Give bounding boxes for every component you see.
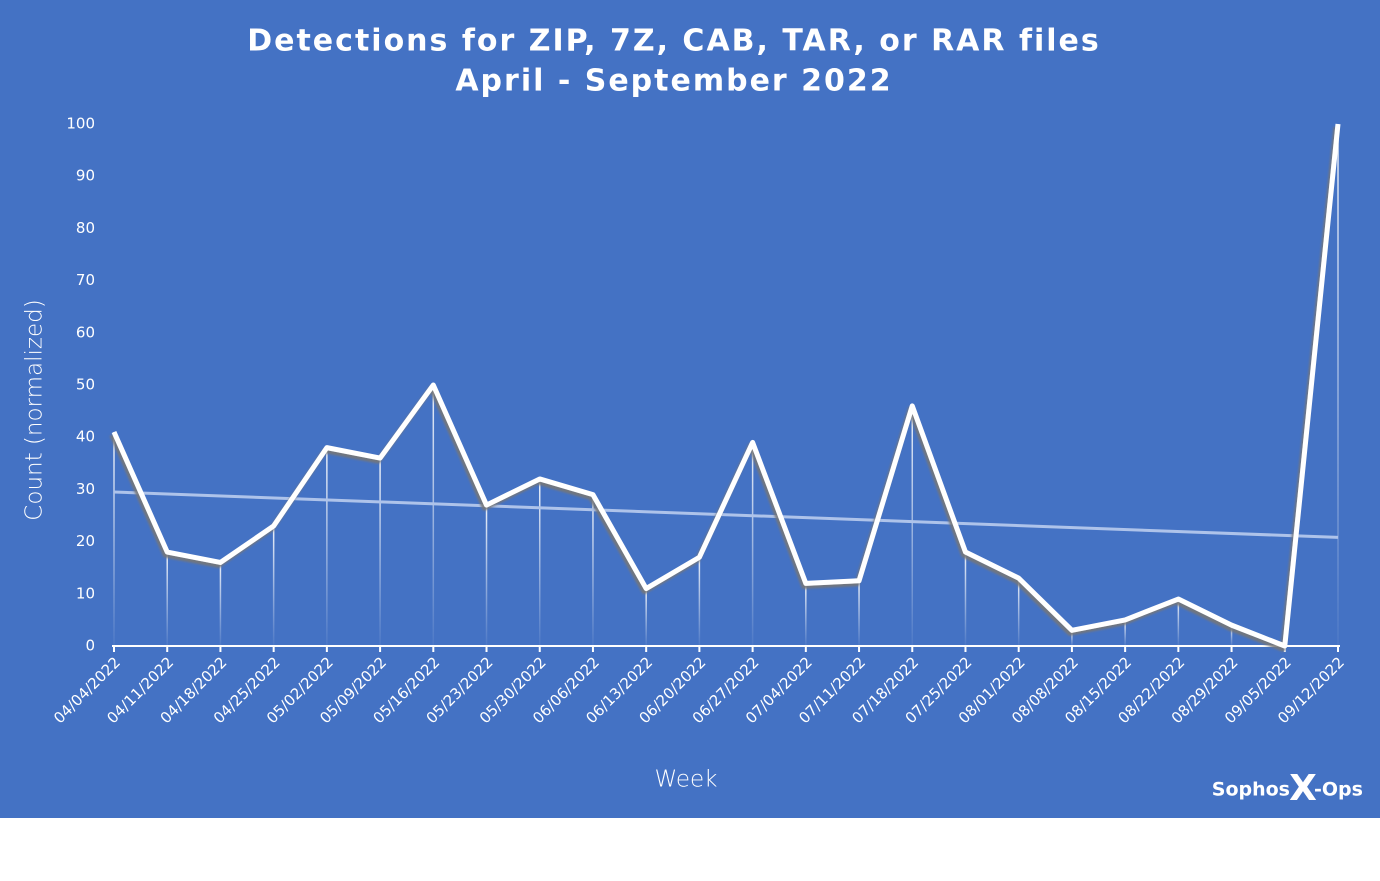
- drop-line: [752, 442, 754, 646]
- y-tick-label: 70: [76, 271, 95, 289]
- drop-line: [379, 458, 381, 646]
- logo-text: -Ops: [1314, 779, 1363, 801]
- y-tick-label: 10: [76, 584, 95, 602]
- y-tick-label: 60: [76, 323, 95, 341]
- y-tick-label: 0: [85, 637, 95, 655]
- drop-line: [699, 557, 701, 646]
- drop-line: [805, 583, 807, 646]
- drop-line: [273, 526, 275, 646]
- drop-line: [220, 562, 222, 646]
- drop-line: [965, 552, 967, 646]
- chart-title: Detections for ZIP, 7Z, CAB, TAR, or RAR…: [247, 24, 1101, 59]
- drop-line: [113, 432, 115, 646]
- drop-line: [858, 581, 860, 646]
- chart-subtitle: April - September 2022: [455, 64, 892, 99]
- y-tick-label: 80: [76, 219, 95, 237]
- drop-line: [1018, 578, 1020, 646]
- logo-x: X: [1289, 768, 1317, 809]
- drop-line: [1337, 124, 1339, 646]
- y-tick-label: 90: [76, 167, 95, 185]
- drop-line: [486, 505, 488, 646]
- x-axis-label: Week: [654, 767, 717, 793]
- y-tick-label: 100: [66, 115, 95, 133]
- drop-line: [912, 406, 914, 646]
- y-tick-label: 30: [76, 480, 95, 498]
- drop-line: [326, 448, 328, 646]
- logo-text: Sophos: [1212, 779, 1290, 801]
- drop-line: [592, 495, 594, 646]
- background: [0, 0, 1380, 818]
- drop-line: [539, 479, 541, 646]
- drop-line: [433, 385, 435, 646]
- y-axis-label: Count (normalized): [22, 299, 48, 520]
- y-tick-label: 40: [76, 428, 95, 446]
- drop-line: [645, 589, 647, 646]
- y-tick-label: 20: [76, 532, 95, 550]
- drop-line: [166, 552, 168, 646]
- y-tick-label: 50: [76, 376, 95, 394]
- drop-line: [1178, 599, 1180, 646]
- drop-line: [1231, 625, 1233, 646]
- drop-line: [1124, 620, 1126, 646]
